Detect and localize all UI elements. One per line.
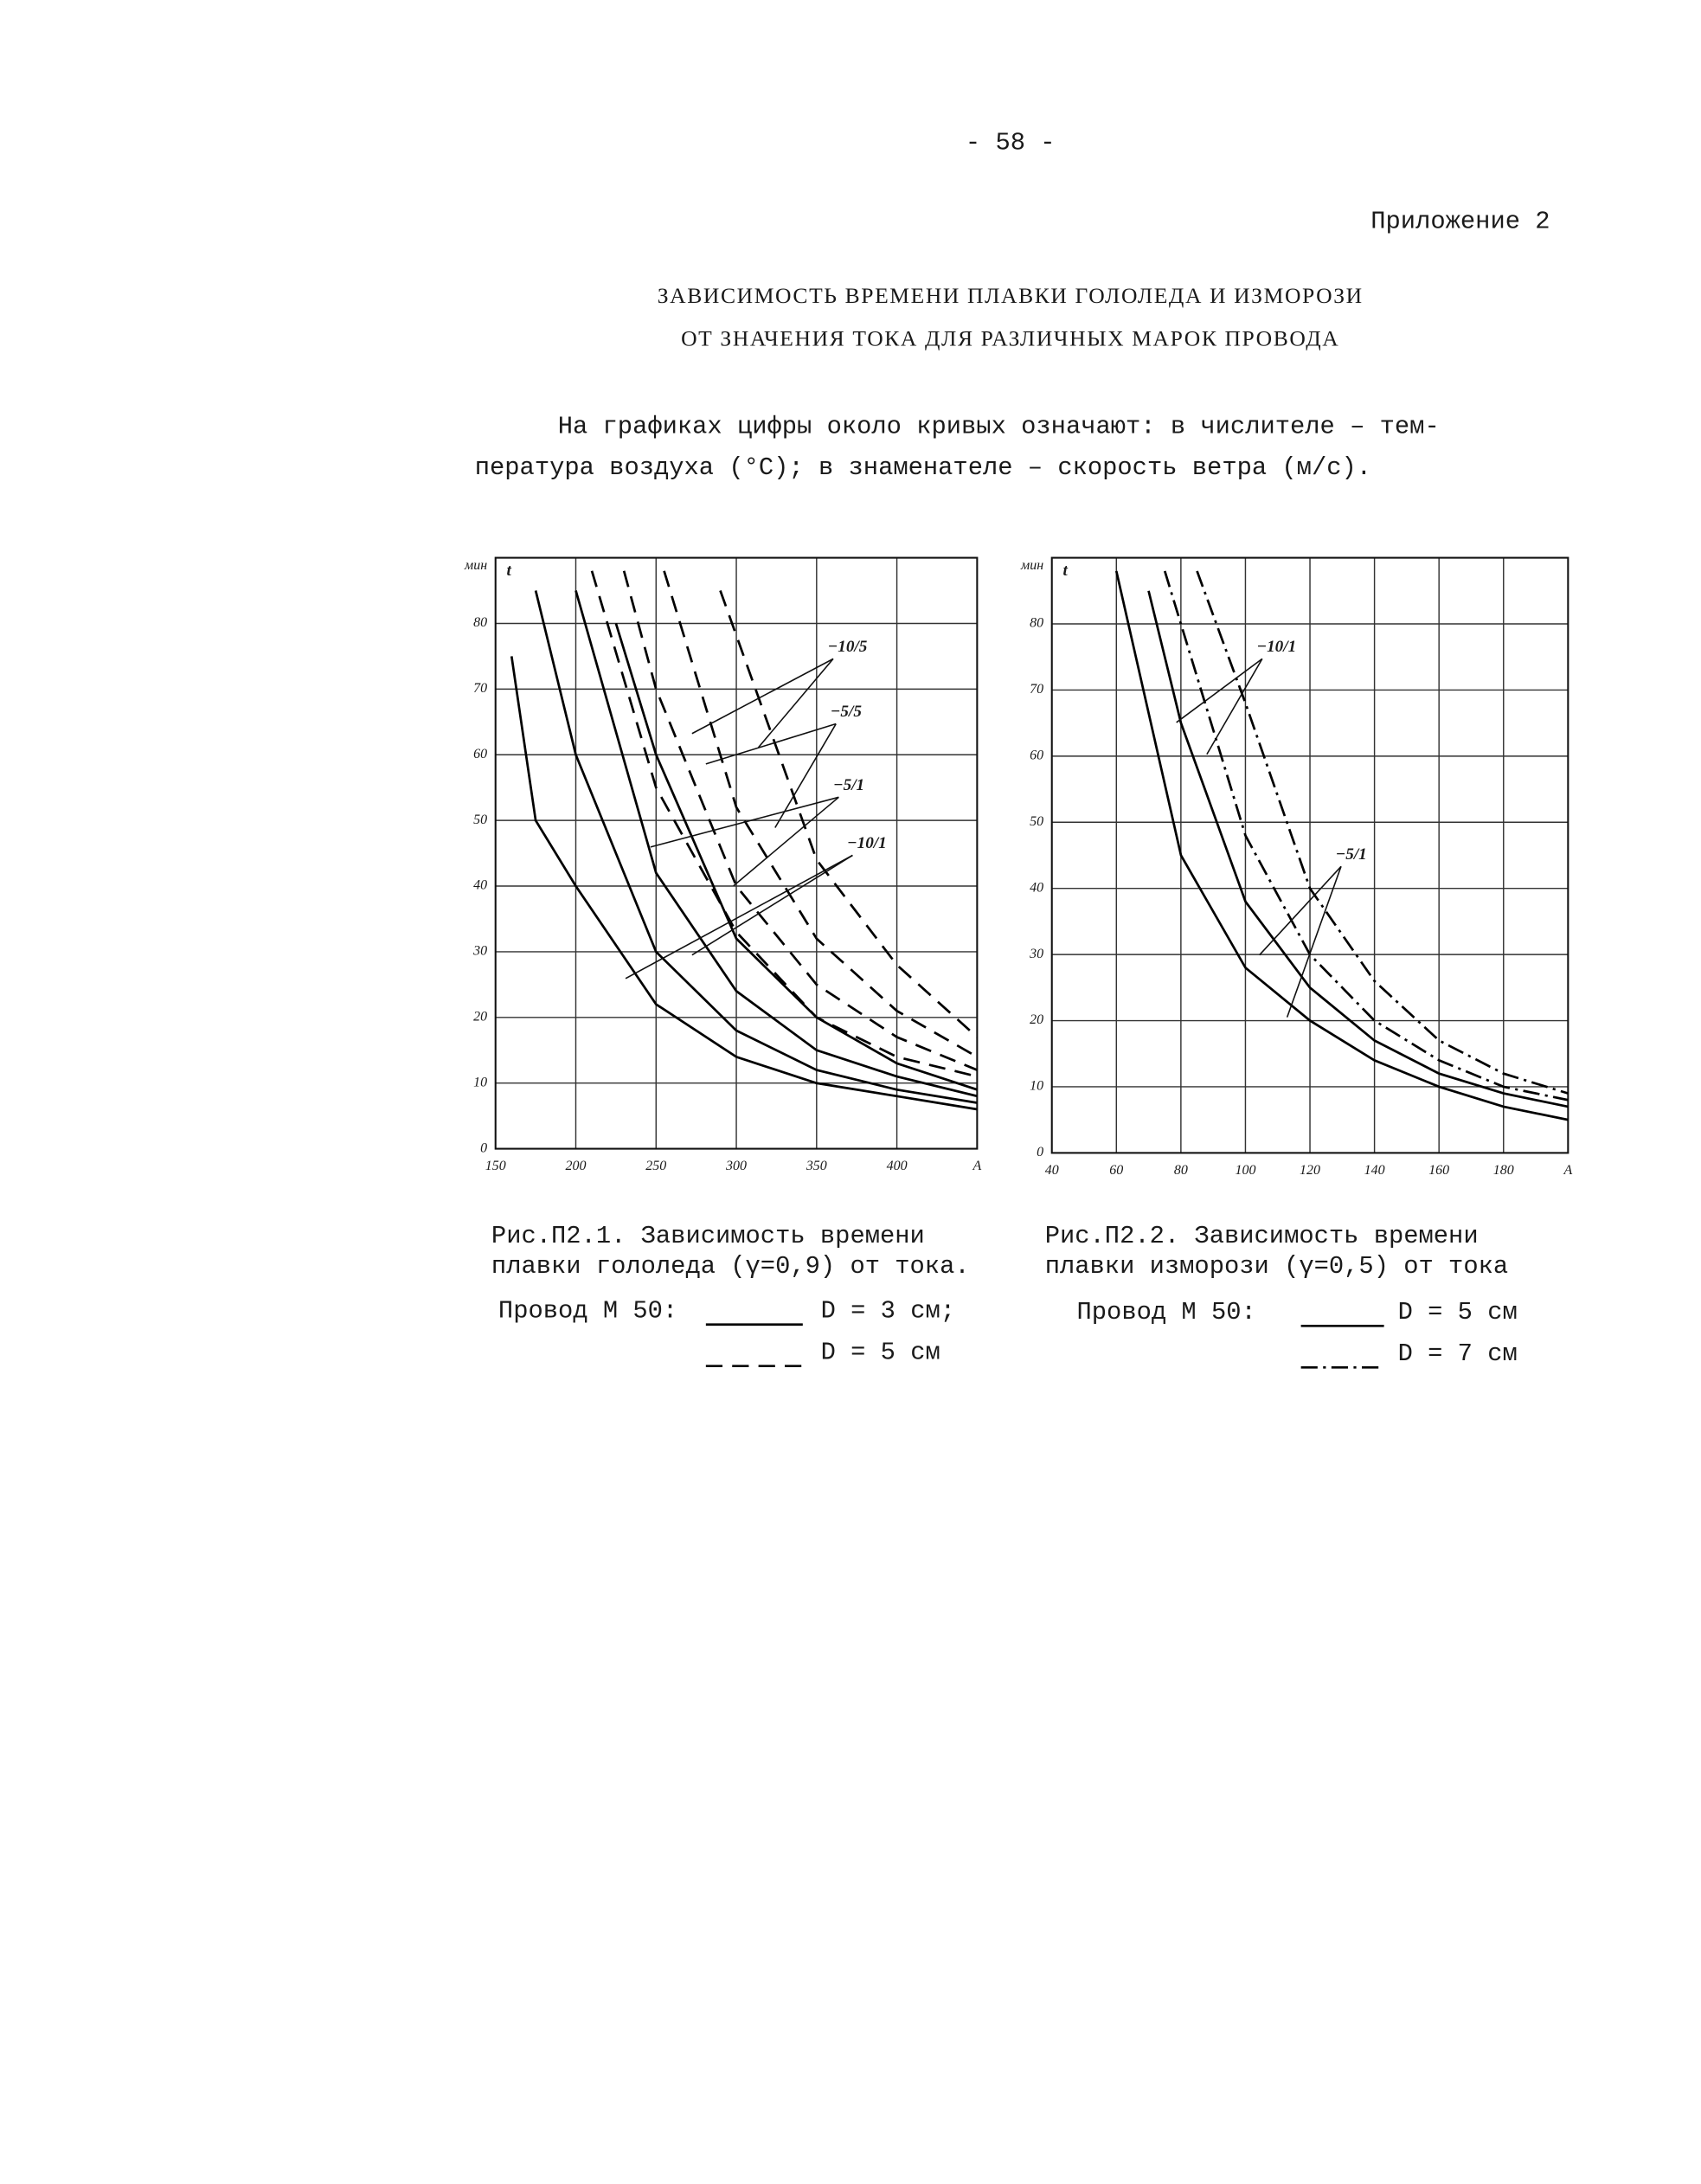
- curve: [574, 590, 978, 1098]
- x-tick-label: 100: [1235, 1163, 1255, 1178]
- curve: [534, 590, 978, 1104]
- figure-caption: Рис.П2.1. Зависимость времени: [491, 1222, 925, 1250]
- y-unit: мин: [1020, 558, 1043, 573]
- curve: [1196, 570, 1569, 1095]
- y-symbol: t: [507, 562, 512, 580]
- y-tick-label: 40: [473, 878, 487, 893]
- y-tick-label: 30: [472, 944, 487, 959]
- legend-entry: D = 3 см;: [821, 1296, 955, 1325]
- y-tick-label: 0: [480, 1140, 487, 1155]
- y-tick-label: 60: [1030, 748, 1043, 763]
- curve: [622, 570, 978, 1071]
- y-tick-label: 30: [1029, 947, 1043, 961]
- leader-line: [1259, 865, 1342, 956]
- page-number: - 58 -: [966, 128, 1056, 157]
- x-tick-label: 250: [645, 1159, 666, 1173]
- y-tick-label: 50: [473, 813, 487, 827]
- y-tick-label: 70: [473, 681, 487, 696]
- y-tick-label: 40: [1030, 880, 1043, 895]
- leader-line: [691, 854, 853, 956]
- curve-annotation: −5/5: [831, 703, 863, 721]
- x-tick-label: 40: [1045, 1163, 1059, 1178]
- appendix-label: Приложение 2: [1370, 208, 1550, 236]
- x-tick-label: 120: [1300, 1163, 1320, 1178]
- x-tick-label: 150: [485, 1159, 506, 1173]
- legend-entry: D = 5 см: [1398, 1298, 1518, 1326]
- y-symbol: t: [1063, 562, 1069, 580]
- y-tick-label: 80: [473, 615, 487, 630]
- curve: [1114, 570, 1569, 1121]
- x-tick-label: 180: [1493, 1163, 1514, 1178]
- y-tick-label: 10: [473, 1075, 487, 1089]
- x-unit: A: [972, 1159, 981, 1173]
- curve: [590, 570, 978, 1078]
- legend-entry: D = 5 см: [821, 1338, 940, 1366]
- plot-frame: [1050, 556, 1569, 1154]
- x-unit: A: [1563, 1163, 1572, 1178]
- paragraph-line: пература воздуха (°C); в знаменателе – с…: [475, 453, 1371, 482]
- curve-annotation: −10/5: [828, 638, 868, 656]
- y-unit: мин: [464, 558, 487, 573]
- x-tick-label: 300: [725, 1159, 747, 1173]
- plot-frame: [494, 556, 979, 1150]
- x-tick-label: 350: [806, 1159, 827, 1173]
- leader-line: [774, 723, 837, 828]
- leader-line: [733, 796, 839, 887]
- leader-line: [1176, 658, 1263, 723]
- x-tick-label: 80: [1174, 1163, 1188, 1178]
- title-line: ЗАВИСИМОСТЬ ВРЕМЕНИ ПЛАВКИ ГОЛОЛЕДА И ИЗ…: [658, 283, 1364, 308]
- figure-caption: плавки изморози (γ=0,5) от тока: [1045, 1252, 1508, 1281]
- curve-annotation: −5/1: [1336, 845, 1367, 864]
- y-tick-label: 20: [1030, 1012, 1043, 1027]
- leader-line: [705, 723, 837, 765]
- y-tick-label: 60: [473, 747, 487, 761]
- leader-line: [758, 658, 834, 748]
- y-tick-label: 50: [1030, 814, 1043, 829]
- title-line: ОТ ЗНАЧЕНИЯ ТОКА ДЛЯ РАЗЛИЧНЫХ МАРОК ПРО…: [681, 325, 1339, 350]
- legend-entry: D = 7 см: [1398, 1339, 1518, 1368]
- leader-line: [1206, 658, 1263, 755]
- curve: [1163, 570, 1569, 1102]
- curve-annotation: −5/1: [833, 776, 864, 794]
- y-tick-label: 20: [473, 1009, 487, 1024]
- y-tick-label: 70: [1030, 682, 1043, 697]
- figure-caption: Рис.П2.2. Зависимость времени: [1045, 1222, 1479, 1250]
- y-tick-label: 10: [1030, 1079, 1043, 1094]
- legend-title: Провод М 50:: [1077, 1298, 1256, 1326]
- curve: [719, 590, 978, 1038]
- paragraph-line: На графиках цифры около кривых означают:…: [558, 412, 1440, 440]
- x-tick-label: 400: [887, 1159, 908, 1173]
- leader-line: [691, 658, 834, 735]
- curve: [614, 623, 978, 1091]
- curve: [510, 656, 978, 1111]
- leader-line: [1286, 866, 1342, 1018]
- y-tick-label: 80: [1030, 616, 1043, 631]
- curve-annotation: −10/1: [847, 834, 887, 852]
- legend-title: Провод М 50:: [498, 1296, 677, 1325]
- x-tick-label: 200: [566, 1159, 587, 1173]
- curve-annotation: −10/1: [1256, 638, 1296, 656]
- curve: [663, 570, 978, 1058]
- leader-line: [650, 796, 839, 848]
- curve: [1147, 590, 1569, 1108]
- x-tick-label: 160: [1428, 1163, 1449, 1178]
- figure-caption: плавки гололеда (γ=0,9) от тока.: [491, 1252, 970, 1281]
- y-tick-label: 0: [1037, 1145, 1043, 1159]
- x-tick-label: 140: [1364, 1163, 1385, 1178]
- leader-line: [625, 854, 853, 980]
- x-tick-label: 60: [1109, 1163, 1123, 1178]
